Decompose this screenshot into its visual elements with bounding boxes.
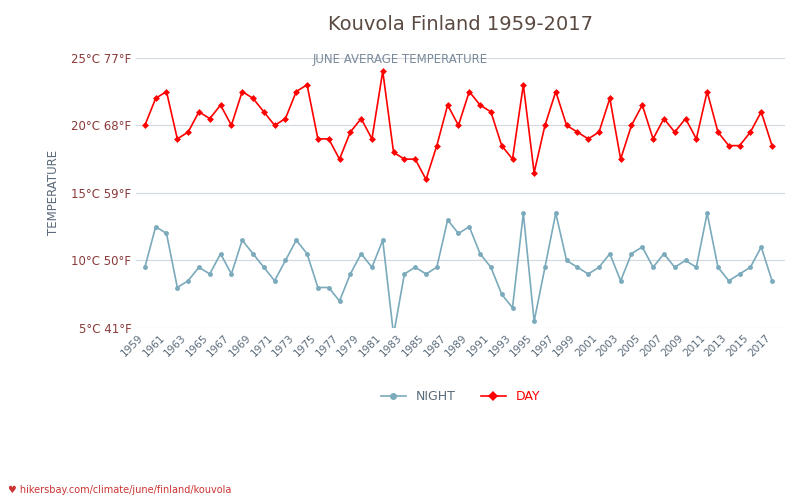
Title: Kouvola Finland 1959-2017: Kouvola Finland 1959-2017 [328, 15, 593, 34]
Text: JUNE AVERAGE TEMPERATURE: JUNE AVERAGE TEMPERATURE [313, 52, 487, 66]
Text: ♥ hikersbay.com/climate/june/finland/kouvola: ♥ hikersbay.com/climate/june/finland/kou… [8, 485, 231, 495]
Y-axis label: TEMPERATURE: TEMPERATURE [47, 150, 60, 236]
Legend: NIGHT, DAY: NIGHT, DAY [376, 386, 546, 408]
